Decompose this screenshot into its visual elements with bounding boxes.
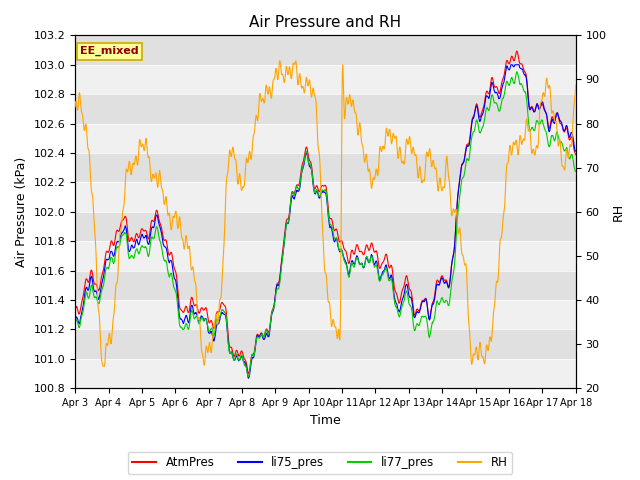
Y-axis label: Air Pressure (kPa): Air Pressure (kPa) — [15, 156, 28, 267]
Bar — [75, 94, 576, 123]
Text: EE_mixed: EE_mixed — [80, 46, 139, 56]
Bar — [75, 329, 576, 359]
Bar — [75, 300, 576, 329]
X-axis label: Time: Time — [310, 414, 341, 427]
Legend: AtmPres, li75_pres, li77_pres, RH: AtmPres, li75_pres, li77_pres, RH — [128, 452, 512, 474]
Bar — [75, 271, 576, 300]
Title: Air Pressure and RH: Air Pressure and RH — [250, 15, 401, 30]
Bar — [75, 36, 576, 65]
Bar — [75, 241, 576, 271]
Bar — [75, 359, 576, 388]
Y-axis label: RH: RH — [612, 203, 625, 221]
Bar — [75, 65, 576, 94]
Bar — [75, 182, 576, 212]
Bar — [75, 123, 576, 153]
Bar — [75, 153, 576, 182]
Bar — [75, 212, 576, 241]
